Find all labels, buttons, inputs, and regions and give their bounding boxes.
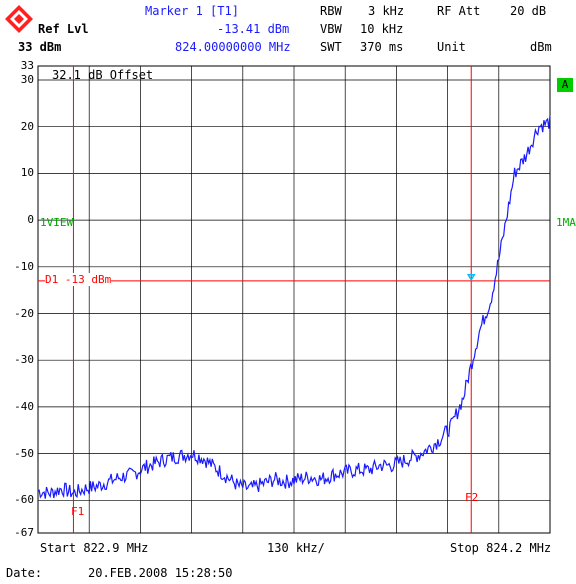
x-stop-label: Stop 824.2 MHz — [450, 541, 552, 555]
rbw-label: RBW — [320, 4, 342, 18]
marker-title: Marker 1 [T1] — [145, 4, 239, 18]
unit-value: dBm — [530, 40, 552, 54]
y-tick-label: -20 — [14, 306, 34, 320]
ref-level-label: Ref Lvl — [38, 22, 89, 36]
date-value: 20.FEB.2008 15:28:50 — [88, 566, 233, 580]
y-tick-label: 10 — [20, 166, 34, 180]
unit-label: Unit — [437, 40, 466, 54]
vbw-value: 10 kHz — [360, 22, 404, 36]
marker-symbol — [466, 273, 476, 282]
date-label: Date: — [6, 566, 43, 580]
y-tick-label: 0 — [27, 213, 34, 227]
trace-a-label: A — [561, 78, 569, 91]
y-tick-label: -50 — [14, 446, 34, 460]
rf-att-label: RF Att — [437, 4, 481, 18]
marker-frequency: 824.00000000 MHz — [175, 40, 291, 54]
rbw-value: 3 kHz — [368, 4, 405, 18]
x-div-label: 130 kHz/ — [267, 541, 325, 555]
marker-level: -13.41 dBm — [217, 22, 290, 36]
view-right-label: 1MA — [556, 216, 576, 229]
rf-att-value: 20 dB — [510, 4, 547, 18]
f1-label: F1 — [71, 505, 85, 518]
display-line-label: D1 -13 dBm — [45, 273, 112, 286]
view-left-label: 1VIEW — [40, 216, 74, 229]
spectrum-trace — [37, 115, 551, 499]
vbw-label: VBW — [320, 22, 342, 36]
y-tick-label: -67 — [14, 526, 34, 539]
offset-text: 32.1 dB Offset — [52, 68, 154, 82]
f2-label: F2 — [465, 491, 479, 504]
ref-level-value: 33 dBm — [18, 40, 62, 54]
rs-logo — [4, 4, 34, 34]
x-start-label: Start 822.9 MHz — [40, 541, 149, 555]
swt-value: 370 ms — [360, 40, 404, 54]
swt-label: SWT — [320, 40, 342, 54]
y-tick-label: -60 — [14, 493, 34, 507]
y-tick-label: 33 — [20, 59, 34, 72]
y-tick-label: -10 — [14, 259, 34, 273]
y-tick-label: -40 — [14, 399, 34, 413]
y-tick-label: 20 — [20, 119, 34, 133]
y-tick-label: 30 — [20, 73, 34, 86]
trace-a-badge[interactable]: A — [557, 78, 573, 92]
y-tick-label: -30 — [14, 353, 34, 367]
